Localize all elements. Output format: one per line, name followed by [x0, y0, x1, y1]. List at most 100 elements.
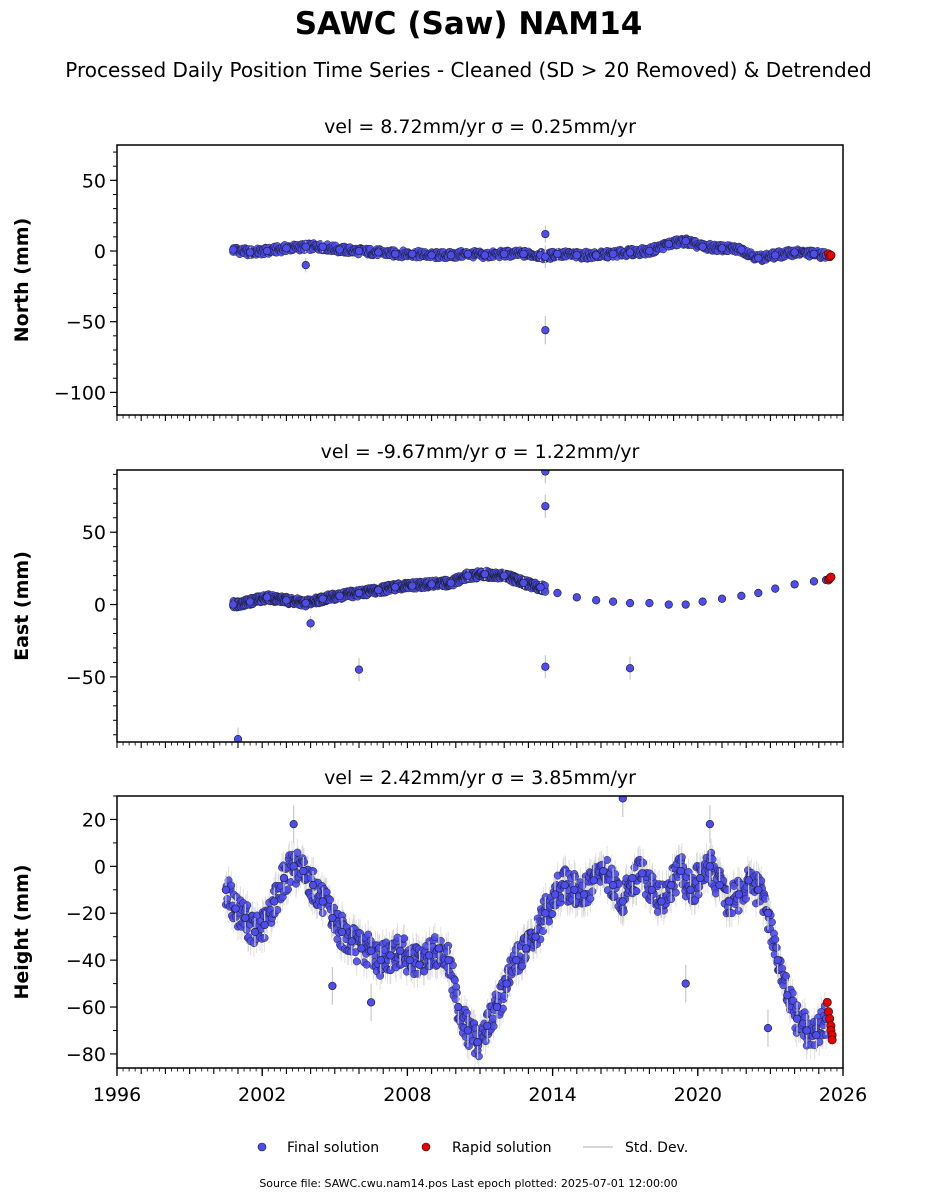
y-tick-label: 50	[82, 170, 106, 192]
axes-frame	[116, 144, 844, 416]
final-solution-point	[427, 580, 436, 589]
final-solution-point	[354, 665, 364, 674]
final-solution-point	[572, 251, 581, 260]
rapid-solution-point	[826, 572, 836, 582]
panel-1: vel = 8.72mm/yr σ = 0.25mm/yr North (mm) 5…	[11, 116, 844, 421]
final-solution-point	[608, 249, 618, 258]
final-solution-point	[318, 594, 327, 603]
final-solution-point	[318, 242, 327, 251]
final-solution-point	[301, 261, 310, 270]
final-solution-point	[541, 326, 550, 335]
final-solution-point	[790, 580, 799, 589]
final-solution-point	[374, 585, 383, 595]
panel-3: vel = 2.42mm/yr σ = 3.85mm/yr Height (mm)…	[11, 767, 867, 1106]
final-solution-point	[446, 251, 456, 260]
y-tick-label: −50	[66, 667, 106, 689]
y-axis-label: North (mm)	[11, 218, 33, 343]
final-solution-point	[737, 245, 746, 254]
final-solution-point	[354, 246, 364, 256]
final-solution-point	[754, 253, 763, 263]
panel-title: vel = -9.67mm/yr σ = 1.22mm/yr	[321, 441, 640, 463]
panel-2: vel = -9.67mm/yr σ = 1.22mm/yr East (mm) 5…	[11, 441, 844, 748]
final-solution-point	[541, 470, 550, 476]
final-solution-point	[536, 583, 545, 592]
final-solution-point	[408, 581, 417, 590]
final-solution-point	[282, 596, 291, 605]
final-solution-point	[306, 619, 315, 628]
final-solution-point	[246, 597, 255, 606]
chart-main-title: SAWC (Saw) NAM14	[294, 6, 643, 42]
final-solution-point	[754, 588, 763, 598]
final-solution-point	[391, 249, 400, 258]
y-tick-label: 50	[82, 522, 106, 544]
final-solution-point	[233, 735, 243, 742]
final-solution-point	[480, 251, 489, 260]
final-solution-point	[446, 578, 456, 587]
panel-title: vel = 2.42mm/yr σ = 3.85mm/yr	[324, 767, 636, 789]
final-solution-point	[500, 571, 509, 580]
final-solution-point	[282, 244, 291, 253]
final-solution-point	[809, 249, 819, 258]
final-solution-point	[572, 593, 581, 602]
rapid-solution-point	[826, 250, 836, 260]
y-tick-label: 0	[94, 595, 106, 617]
chart-subtitle: Processed Daily Position Time Series - C…	[65, 58, 872, 82]
final-solution-point	[229, 245, 238, 254]
panel-title: vel = 8.72mm/yr σ = 0.25mm/yr	[324, 116, 636, 138]
y-tick-label: −50	[66, 312, 106, 334]
final-solution-point	[541, 662, 550, 671]
final-solution-point	[301, 599, 310, 608]
final-solution-point	[717, 244, 727, 253]
final-solution-point	[698, 242, 707, 251]
final-solution-point	[301, 242, 310, 251]
final-solution-point	[480, 570, 489, 579]
final-solution-point	[541, 502, 550, 511]
final-solution-point	[553, 249, 562, 258]
final-solution-point	[698, 597, 707, 606]
final-solution-point	[463, 571, 473, 580]
final-solution-point	[771, 584, 780, 593]
final-solution-point	[681, 237, 690, 246]
rapid-solution-series	[823, 249, 836, 262]
final-solution-point	[335, 245, 344, 254]
final-solution-point	[553, 588, 562, 598]
final-solution-point	[809, 577, 819, 586]
final-solution-point	[262, 593, 272, 602]
final-solution-point	[592, 596, 601, 605]
final-solution-point	[681, 600, 690, 609]
final-solution-point	[592, 251, 601, 260]
axes-frame	[116, 469, 844, 743]
final-solution-point	[645, 599, 654, 608]
y-axis-label: East (mm)	[11, 551, 33, 661]
plot-area	[229, 470, 836, 742]
final-solution-point	[737, 591, 746, 600]
final-solution-point	[374, 248, 383, 257]
final-solution-point	[427, 251, 436, 260]
final-solution-point	[790, 248, 799, 257]
y-axis-label: Height (mm)	[11, 864, 33, 999]
final-solution-point	[625, 664, 635, 673]
final-solution-point	[664, 239, 673, 249]
final-solution-point	[500, 249, 509, 258]
final-solution-point	[519, 578, 528, 587]
plot-area	[221, 796, 837, 1068]
final-solution-point	[391, 583, 400, 592]
final-solution-cloud	[221, 838, 831, 1068]
final-solution-point	[354, 588, 364, 598]
y-tick-label: −100	[54, 382, 106, 404]
final-solution-point	[335, 591, 344, 600]
final-solution-point	[625, 248, 635, 257]
y-tick-label: 0	[94, 241, 106, 263]
final-solution-series	[229, 225, 831, 345]
final-solution-point	[519, 249, 528, 258]
final-solution-point	[608, 597, 618, 606]
rapid-solution-series	[823, 572, 836, 585]
final-solution-point	[625, 599, 635, 608]
final-solution-point	[664, 600, 673, 609]
final-solution-point	[717, 594, 727, 603]
final-solution-point	[541, 252, 550, 261]
final-solution-point	[246, 248, 255, 257]
final-solution-point	[771, 251, 780, 260]
plot-area	[229, 225, 836, 345]
